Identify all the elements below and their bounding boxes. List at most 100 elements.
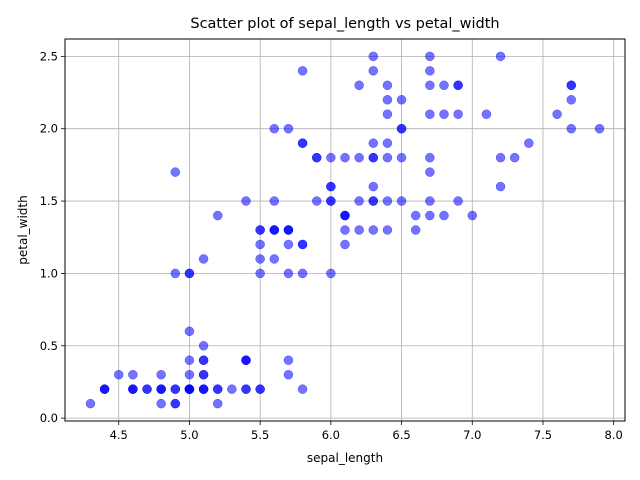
data-point	[99, 384, 110, 394]
data-point	[283, 369, 294, 380]
data-point	[354, 80, 364, 91]
y-axis: 0.0 0.5 1.0 1.5 2.0 2.5	[40, 49, 65, 425]
data-point	[326, 268, 336, 279]
data-point	[410, 210, 421, 221]
data-point	[255, 225, 265, 235]
data-point	[509, 152, 520, 163]
data-point	[340, 210, 350, 221]
data-point	[227, 384, 237, 394]
data-point	[184, 268, 195, 279]
data-point	[269, 123, 280, 134]
y-tick-label: 2.5	[40, 49, 58, 63]
data-point	[382, 80, 393, 91]
data-point	[410, 225, 421, 235]
data-point	[255, 239, 265, 250]
data-point	[142, 384, 152, 394]
data-point	[368, 51, 379, 62]
data-point	[481, 109, 492, 119]
data-point	[368, 196, 379, 206]
data-point	[425, 109, 435, 119]
data-point	[425, 196, 435, 206]
data-point	[269, 196, 280, 206]
data-point	[566, 80, 577, 91]
data-point	[156, 384, 166, 394]
data-point	[382, 196, 393, 206]
plot-area-frame	[64, 38, 626, 422]
y-axis-label: petal_width	[16, 195, 30, 264]
data-point	[297, 268, 308, 279]
data-point	[368, 225, 379, 235]
data-point	[255, 268, 265, 279]
data-point	[354, 196, 364, 206]
data-point	[326, 152, 336, 163]
data-point	[198, 254, 209, 264]
data-point	[340, 225, 350, 235]
x-tick-label: 4.5	[110, 428, 128, 442]
data-point	[255, 384, 265, 394]
data-point	[241, 384, 251, 394]
data-point	[340, 152, 350, 163]
data-point	[439, 210, 449, 221]
data-point	[552, 109, 562, 119]
data-point	[368, 138, 379, 148]
data-point	[170, 384, 181, 394]
x-tick-label: 6.5	[392, 428, 410, 442]
data-point	[283, 239, 294, 250]
data-point	[241, 355, 251, 365]
data-point	[184, 355, 195, 365]
data-point	[198, 369, 209, 380]
data-point	[156, 398, 166, 409]
data-point	[425, 210, 435, 221]
data-point	[396, 152, 407, 163]
data-point	[85, 398, 96, 409]
data-point	[326, 196, 336, 206]
data-point	[354, 152, 364, 163]
data-point	[170, 268, 181, 279]
data-point	[184, 384, 195, 394]
x-tick-label: 7.0	[463, 428, 481, 442]
data-point	[297, 384, 308, 394]
data-point	[311, 196, 322, 206]
data-point	[184, 369, 195, 380]
y-tick-label: 2.0	[40, 122, 58, 136]
chart-title: Scatter plot of sepal_length vs petal_wi…	[190, 16, 499, 32]
grid-lines	[65, 39, 625, 421]
data-point	[212, 210, 223, 221]
data-point	[212, 398, 223, 409]
data-point	[382, 138, 393, 148]
y-tick-label: 0.5	[40, 339, 58, 353]
data-point	[382, 109, 393, 119]
data-point	[283, 123, 294, 134]
data-point	[255, 254, 265, 264]
x-tick-label: 5.0	[180, 428, 198, 442]
data-point	[311, 152, 322, 163]
data-point	[425, 152, 435, 163]
data-point	[425, 51, 435, 62]
data-point	[297, 239, 308, 250]
data-point	[128, 369, 138, 380]
data-point	[198, 355, 209, 365]
data-point	[340, 239, 350, 250]
y-tick-label: 1.0	[40, 266, 58, 280]
data-point	[283, 225, 294, 235]
data-point	[566, 123, 577, 134]
x-tick-label: 6.0	[322, 428, 340, 442]
data-point	[212, 384, 223, 394]
data-point	[453, 196, 463, 206]
y-tick-label: 0.0	[40, 411, 58, 425]
data-point	[198, 384, 209, 394]
data-point	[368, 181, 379, 192]
data-point	[113, 369, 124, 380]
data-point	[382, 225, 393, 235]
data-point	[128, 384, 138, 394]
data-point	[170, 167, 181, 177]
data-point	[594, 123, 605, 134]
data-point	[368, 152, 379, 163]
data-point	[297, 66, 308, 76]
data-point	[495, 51, 506, 62]
data-point	[283, 268, 294, 279]
data-point	[566, 95, 577, 105]
data-point	[439, 80, 449, 91]
data-point	[495, 181, 506, 192]
